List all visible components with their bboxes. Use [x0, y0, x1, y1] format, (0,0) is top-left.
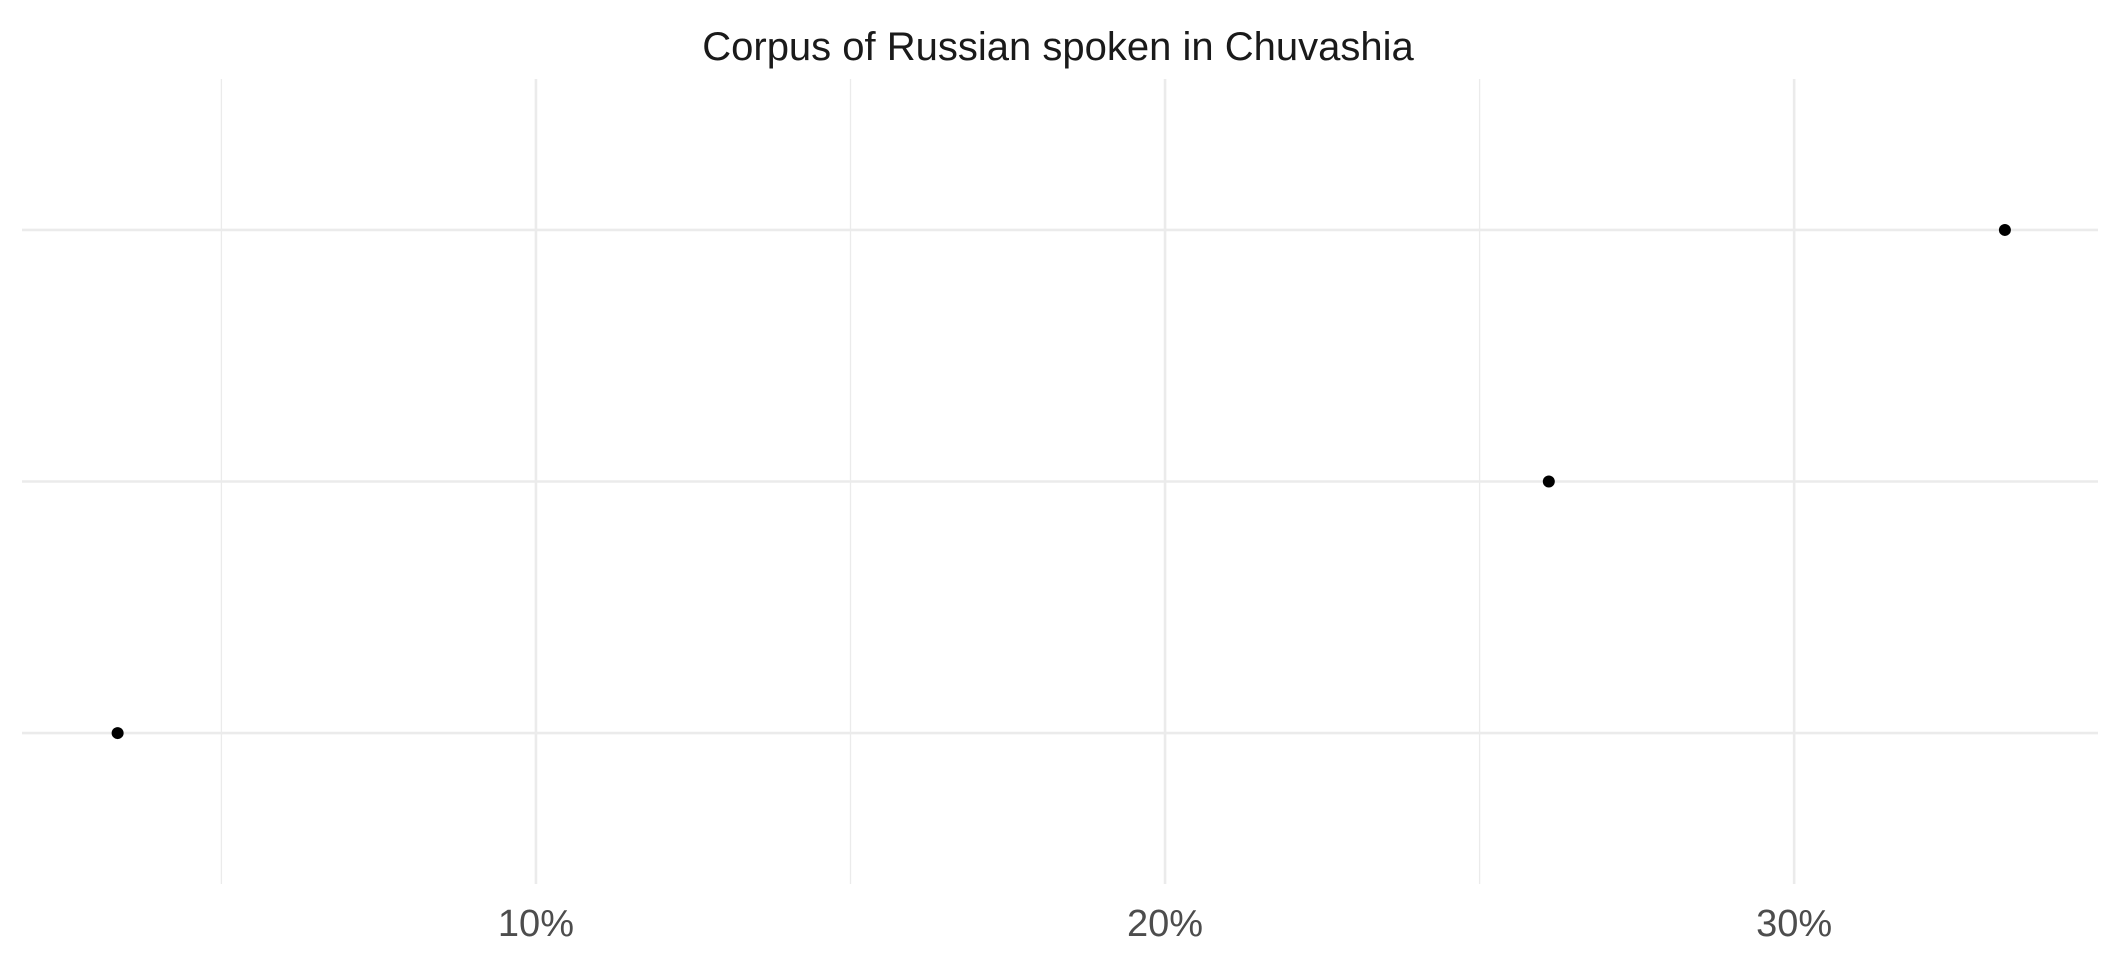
x-tick-label: 20% [1127, 903, 1203, 945]
x-tick-label: 10% [498, 903, 574, 945]
data-point [1542, 475, 1555, 488]
data-points [111, 223, 2011, 740]
data-point [111, 727, 124, 740]
x-tick-label: 30% [1756, 903, 1832, 945]
chart-title: Corpus of Russian spoken in Chuvashia [702, 25, 1414, 69]
grid [22, 79, 2098, 884]
data-point [1998, 223, 2011, 236]
x-axis-ticks: 10% 20% 30% [498, 903, 1832, 945]
